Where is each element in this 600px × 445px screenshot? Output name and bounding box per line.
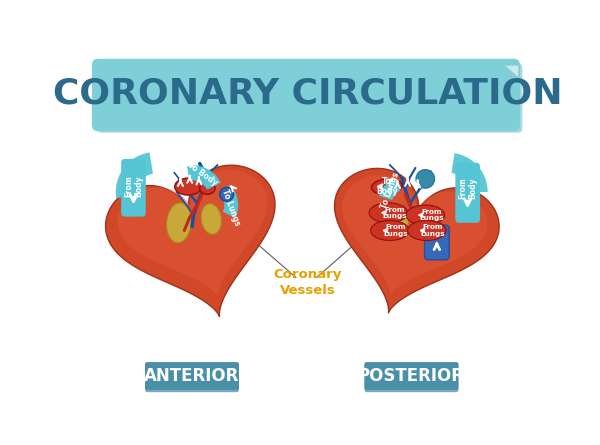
Polygon shape: [106, 165, 275, 316]
Text: Coronary
Vessels: Coronary Vessels: [274, 267, 341, 296]
Polygon shape: [342, 175, 487, 296]
Polygon shape: [504, 65, 518, 77]
FancyBboxPatch shape: [425, 225, 449, 260]
Text: From
Body: From Body: [124, 176, 143, 198]
Ellipse shape: [406, 205, 445, 225]
Ellipse shape: [407, 220, 446, 240]
Circle shape: [220, 187, 233, 201]
Text: To Lungs: To Lungs: [379, 171, 401, 210]
Polygon shape: [379, 178, 400, 200]
Text: To Lungs: To Lungs: [220, 187, 242, 227]
FancyBboxPatch shape: [97, 63, 523, 133]
FancyBboxPatch shape: [92, 59, 520, 131]
Ellipse shape: [387, 204, 409, 237]
Ellipse shape: [371, 179, 402, 194]
Polygon shape: [220, 185, 238, 218]
Circle shape: [416, 170, 434, 188]
Polygon shape: [335, 168, 499, 313]
Ellipse shape: [167, 203, 191, 243]
Text: CORONARY CIRCULATION: CORONARY CIRCULATION: [53, 77, 562, 110]
Ellipse shape: [371, 220, 409, 240]
Ellipse shape: [200, 182, 215, 194]
Text: To Body: To Body: [187, 160, 220, 187]
Text: From
Lungs: From Lungs: [384, 224, 409, 237]
Text: From
Lungs: From Lungs: [421, 224, 445, 237]
Ellipse shape: [369, 203, 407, 223]
FancyBboxPatch shape: [121, 159, 146, 217]
FancyBboxPatch shape: [455, 163, 480, 223]
Polygon shape: [118, 170, 268, 298]
Text: To
Body: To Body: [376, 177, 398, 196]
FancyBboxPatch shape: [145, 362, 239, 392]
Text: ANTERIOR: ANTERIOR: [145, 367, 239, 385]
Text: From
Lungs: From Lungs: [382, 206, 407, 219]
Text: From
Lungs: From Lungs: [419, 209, 444, 221]
FancyBboxPatch shape: [364, 362, 458, 390]
Ellipse shape: [201, 204, 221, 234]
FancyBboxPatch shape: [145, 362, 239, 390]
Polygon shape: [187, 165, 221, 190]
Ellipse shape: [175, 178, 202, 195]
FancyBboxPatch shape: [364, 362, 458, 392]
Polygon shape: [116, 153, 153, 198]
Polygon shape: [451, 153, 488, 192]
Text: POSTERIOR: POSTERIOR: [358, 367, 465, 385]
Text: From
Body: From Body: [458, 177, 478, 199]
